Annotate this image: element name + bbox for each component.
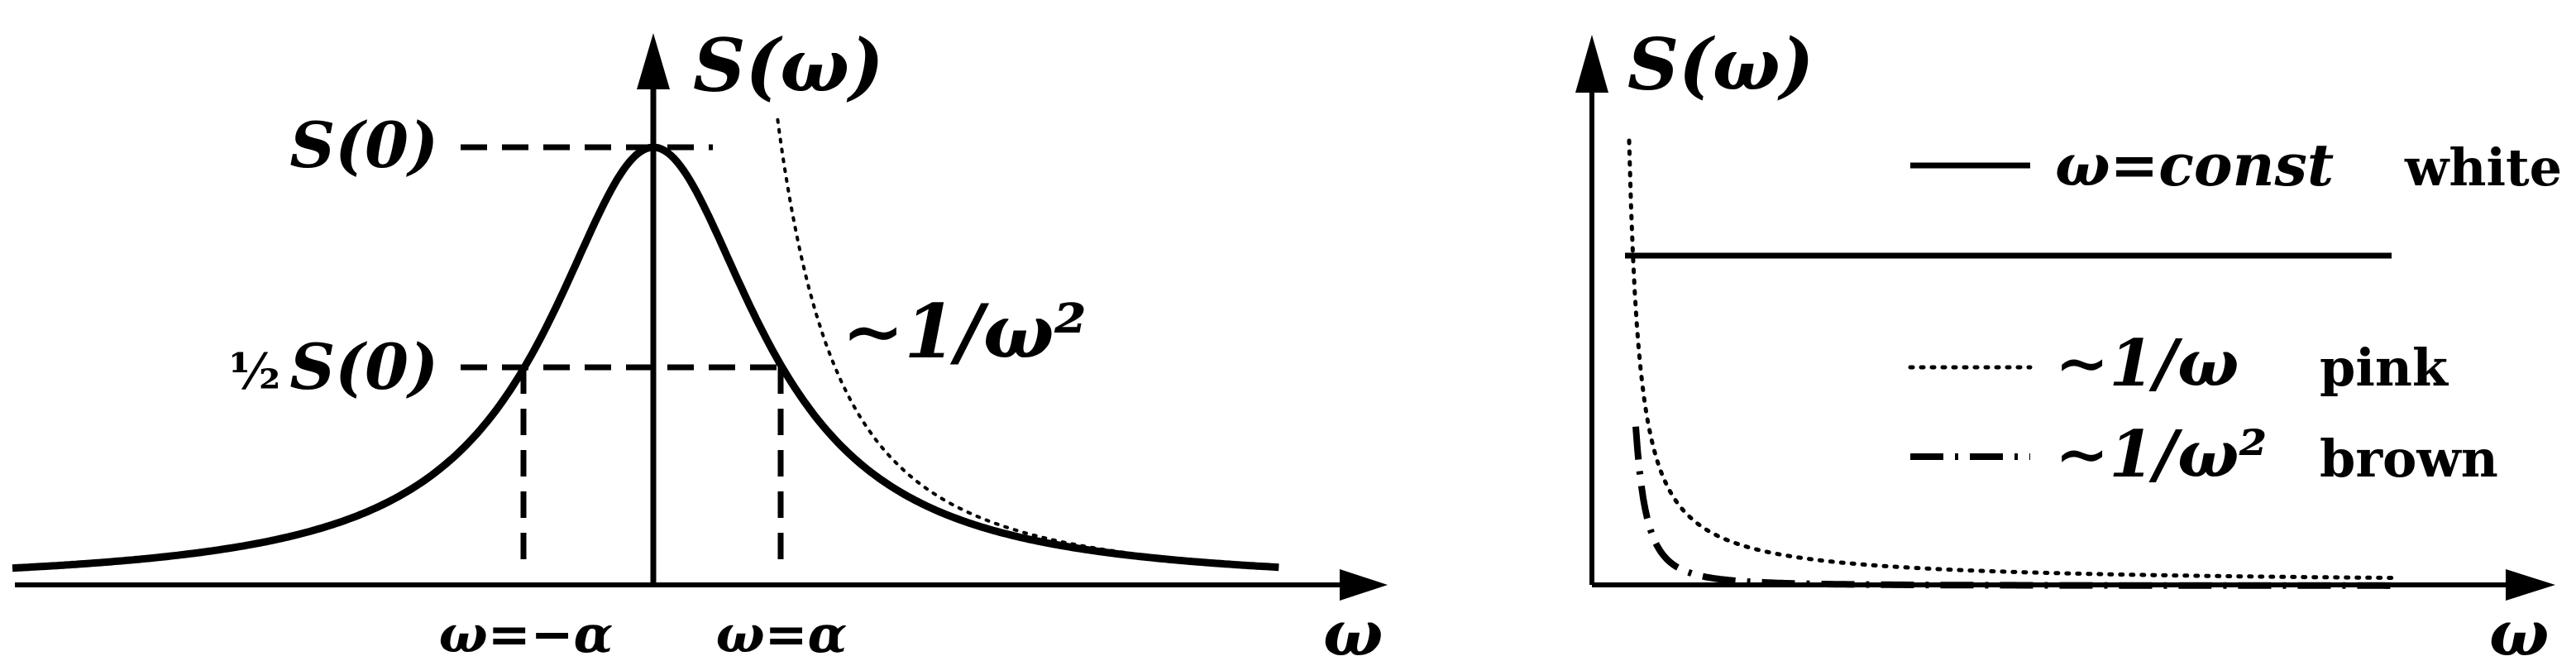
series-pink — [1627, 138, 2394, 580]
axes — [1575, 35, 2555, 601]
x-axis-label: ω — [1323, 596, 1383, 661]
y-axis-arrow — [637, 33, 670, 89]
y-axis-arrow — [1575, 35, 1608, 93]
legend: ω=const white ∼1/ω pink ∼1/ω² brown — [1908, 131, 2562, 492]
xtick-label-plus-alpha: ω=α — [716, 604, 848, 661]
guide-lines — [461, 144, 784, 572]
x-axis-arrow — [2506, 569, 2555, 601]
series-brown — [1632, 426, 2392, 589]
series-lorentzian — [12, 143, 1279, 572]
legend-formula-pink: ∼1/ω — [2055, 326, 2239, 401]
half-peak-label: S(0) — [289, 330, 438, 404]
peak-label: S(0) — [289, 108, 438, 182]
noise-color-panel: S(ω) ω ω=const white ∼1/ω pink ∼1/ω² bro… — [1575, 23, 2562, 661]
xtick-label-minus-alpha: ω=−α — [439, 604, 614, 661]
y-axis-label: S(ω) — [1627, 23, 1814, 107]
legend-label-brown: brown — [2320, 429, 2498, 489]
legend-formula-white: ω=const — [2055, 131, 2334, 199]
half-fraction: ½ — [229, 343, 281, 401]
x-axis-label: ω — [2489, 596, 2549, 661]
legend-label-white: white — [2404, 137, 2562, 198]
y-axis-label: S(ω) — [693, 22, 884, 108]
x-axis-arrow — [1340, 569, 1388, 601]
series-label-power-law: ∼1/ω² — [842, 288, 1087, 376]
legend-label-pink: pink — [2320, 338, 2449, 398]
legend-formula-brown: ∼1/ω² — [2055, 417, 2268, 492]
axes — [15, 33, 1388, 601]
lorentzian-panel: S(ω) ω S(0) ½ S(0) ∼1/ω² ω=−α ω=α — [12, 22, 1388, 661]
